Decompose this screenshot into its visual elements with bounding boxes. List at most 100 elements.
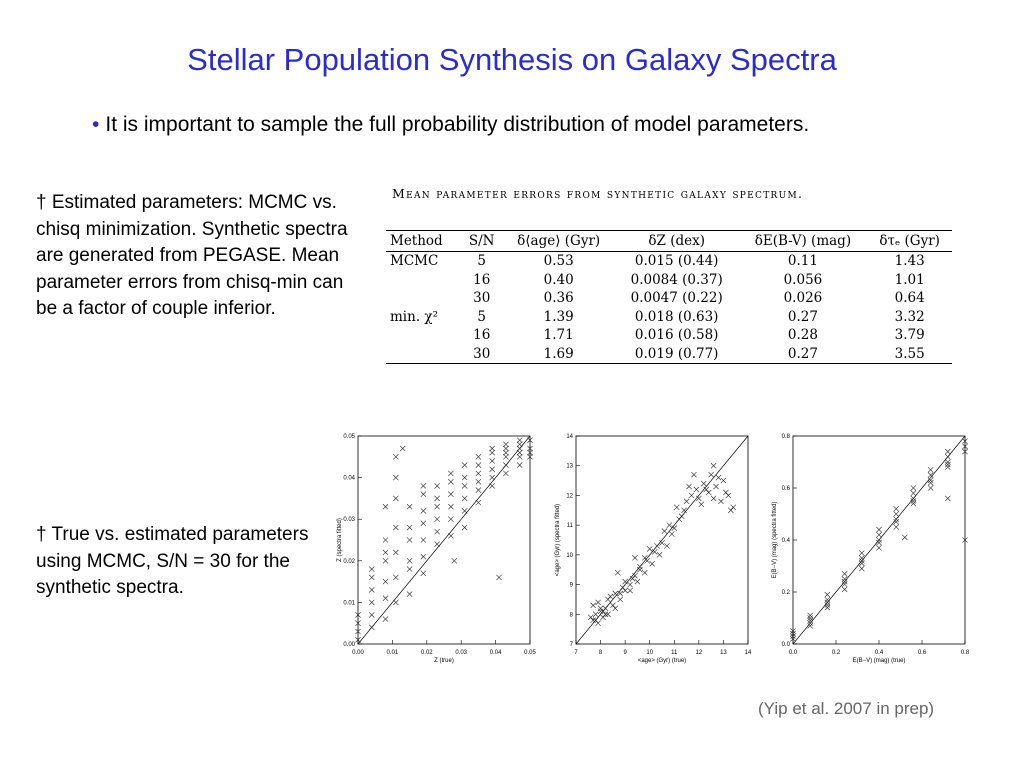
data-point <box>705 489 712 496</box>
data-point <box>516 462 523 468</box>
data-point <box>691 471 697 478</box>
cell-z: 0.018 (0.63) <box>634 308 719 325</box>
data-point <box>858 557 865 564</box>
y-tick-label: 0.04 <box>343 476 355 482</box>
data-point <box>807 622 814 629</box>
data-point <box>475 462 482 468</box>
data-point <box>461 508 468 514</box>
data-point <box>790 628 796 634</box>
data-point <box>876 531 882 538</box>
cell-sn: 5 <box>477 308 486 325</box>
data-point <box>420 508 427 514</box>
x-tick-label: 0.6 <box>918 650 927 656</box>
data-point <box>355 637 361 643</box>
data-point <box>876 537 882 543</box>
table-row: 30 0.36 0.0047 (0.22) 0.026 0.64 <box>386 289 952 308</box>
data-point <box>710 462 717 469</box>
data-point <box>656 552 663 558</box>
data-point <box>382 503 389 510</box>
data-point <box>368 587 375 593</box>
data-point <box>725 492 732 499</box>
cell-method: MCMC <box>390 253 439 270</box>
data-point <box>475 478 482 485</box>
data-point <box>587 614 594 621</box>
data-point <box>644 557 651 564</box>
cell-sn: 5 <box>477 253 486 270</box>
data-point <box>637 563 643 570</box>
data-point <box>962 438 968 445</box>
data-point <box>646 546 653 552</box>
data-point <box>503 470 509 477</box>
data-point <box>602 605 609 612</box>
data-point <box>841 581 848 588</box>
data-point <box>693 486 700 493</box>
data-point <box>723 489 729 496</box>
cell-tau: 0.64 <box>894 290 925 307</box>
data-point <box>399 445 406 452</box>
x-axis-label: <age> (Gyr) (true) <box>638 658 686 664</box>
data-point <box>595 599 601 606</box>
data-point <box>720 477 727 484</box>
x-tick-label: 8 <box>599 650 603 656</box>
data-point <box>612 605 619 612</box>
table-row: 30 1.69 0.019 (0.77) 0.27 3.55 <box>386 344 952 364</box>
true-vs-estimated-note: † True vs. estimated parameters using MC… <box>36 524 309 598</box>
data-point <box>461 462 468 468</box>
data-point <box>516 449 523 456</box>
y-tick-label: 0.00 <box>343 642 355 648</box>
x-tick-label: 0.02 <box>421 650 433 656</box>
data-point <box>807 620 814 627</box>
y-axis-label: <age> (Gyr) (spectra fitted) <box>555 504 561 576</box>
cell-age: 0.53 <box>543 253 574 270</box>
data-point <box>434 541 440 547</box>
data-point <box>790 633 796 640</box>
data-point <box>368 566 375 572</box>
data-point <box>503 449 509 456</box>
data-point <box>708 471 714 478</box>
bullet-point: • It is important to sample the full prob… <box>92 113 809 137</box>
data-point <box>489 474 495 481</box>
data-point <box>790 630 796 637</box>
x-tick-label: 0.01 <box>387 650 399 656</box>
x-tick-label: 9 <box>623 650 627 656</box>
data-point <box>807 615 814 621</box>
data-point <box>406 524 413 531</box>
data-point <box>527 437 533 443</box>
cell-ebv: 0.026 <box>783 290 823 307</box>
data-point <box>893 516 900 523</box>
data-point <box>683 498 690 505</box>
data-point <box>448 516 454 523</box>
data-point <box>944 495 951 502</box>
data-point <box>841 576 848 582</box>
data-point <box>730 504 737 511</box>
x-tick-label: 0.04 <box>490 650 502 656</box>
table-row: MCMC 5 0.53 0.015 (0.44) 0.11 1.43 <box>386 252 952 271</box>
cell-tau: 3.55 <box>867 344 952 364</box>
data-point <box>927 466 934 473</box>
x-tick-label: 14 <box>745 650 752 656</box>
data-point <box>718 498 724 505</box>
data-point <box>666 522 673 528</box>
data-point <box>727 507 734 514</box>
data-point <box>489 466 495 473</box>
y-tick-label: 0.02 <box>343 559 355 565</box>
data-point <box>715 474 722 481</box>
data-point <box>671 525 678 531</box>
data-point <box>393 574 399 581</box>
cell-method <box>386 289 461 308</box>
data-point <box>368 574 375 581</box>
data-point <box>893 505 900 512</box>
cell-tau: 3.32 <box>894 308 925 325</box>
data-point <box>893 511 900 517</box>
data-point <box>382 537 389 543</box>
cell-ebv: 0.056 <box>783 271 823 288</box>
identity-line <box>357 435 531 645</box>
data-point <box>393 599 399 606</box>
data-point <box>393 524 399 531</box>
data-point <box>496 574 502 581</box>
data-point <box>962 443 968 450</box>
data-point <box>607 593 614 600</box>
data-point <box>686 483 692 490</box>
y-tick-label: 12 <box>566 493 573 499</box>
cell-method: min. χ² <box>390 308 438 325</box>
